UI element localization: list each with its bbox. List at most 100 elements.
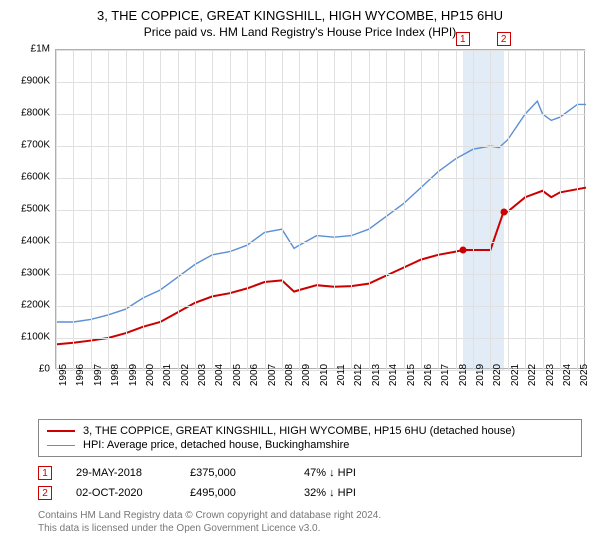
gridline-x (143, 50, 144, 370)
legend-swatch (47, 430, 75, 432)
gridline-x (91, 50, 92, 370)
row-delta: 47% ↓ HPI (304, 467, 394, 479)
gridline-x (421, 50, 422, 370)
xtick-label: 2005 (232, 364, 243, 386)
event-marker-box: 1 (456, 32, 470, 46)
plot-wrap: 12 £0 £100K £200K £300K £400K £500K £600K £700K… (10, 45, 590, 415)
gridline-x (160, 50, 161, 370)
gridline-y (56, 338, 586, 339)
xtick-label: 1999 (128, 364, 139, 386)
xtick-label: 2003 (197, 364, 208, 386)
gridline-x (351, 50, 352, 370)
gridline-x (525, 50, 526, 370)
ytick-label: £300K (21, 268, 50, 279)
gridline-y (56, 114, 586, 115)
xtick-label: 2023 (545, 364, 556, 386)
xtick-label: 1995 (58, 364, 69, 386)
xtick-label: 2017 (440, 364, 451, 386)
gridline-y (56, 50, 586, 51)
gridline-x (369, 50, 370, 370)
footer: Contains HM Land Registry data © Crown c… (38, 509, 582, 535)
gridline-x (317, 50, 318, 370)
footer-line-1: Contains HM Land Registry data © Crown c… (38, 509, 582, 522)
ytick-label: £900K (21, 76, 50, 87)
gridline-x (438, 50, 439, 370)
xtick-label: 2009 (301, 364, 312, 386)
xtick-label: 2019 (475, 364, 486, 386)
legend-label: 3, THE COPPICE, GREAT KINGSHILL, HIGH WY… (83, 425, 515, 437)
gridline-x (386, 50, 387, 370)
gridline-x (543, 50, 544, 370)
ytick-label: £1M (31, 44, 50, 55)
xtick-label: 2024 (562, 364, 573, 386)
chart-container: 3, THE COPPICE, GREAT KINGSHILL, HIGH WY… (0, 0, 600, 539)
gridline-x (195, 50, 196, 370)
row-marker: 2 (38, 486, 52, 500)
gridline-y (56, 178, 586, 179)
ytick-label: £100K (21, 332, 50, 343)
row-marker: 1 (38, 466, 52, 480)
plot-area: 12 (55, 49, 585, 369)
legend-row: HPI: Average price, detached house, Buck… (47, 438, 573, 452)
xtick-label: 2014 (388, 364, 399, 386)
gridline-x (56, 50, 57, 370)
gridline-x (334, 50, 335, 370)
xtick-label: 2002 (180, 364, 191, 386)
ytick-label: £400K (21, 236, 50, 247)
xtick-label: 2025 (579, 364, 590, 386)
gridline-x (178, 50, 179, 370)
xtick-label: 2006 (249, 364, 260, 386)
row-price: £495,000 (190, 487, 280, 499)
xtick-label: 2016 (423, 364, 434, 386)
gridline-x (404, 50, 405, 370)
event-dot (459, 247, 466, 254)
footer-line-2: This data is licensed under the Open Gov… (38, 522, 582, 535)
xtick-label: 2022 (527, 364, 538, 386)
gridline-x (456, 50, 457, 370)
gridline-x (577, 50, 578, 370)
gridline-x (473, 50, 474, 370)
xtick-label: 2020 (492, 364, 503, 386)
xtick-label: 2021 (510, 364, 521, 386)
ytick-label: £500K (21, 204, 50, 215)
row-date: 02-OCT-2020 (76, 487, 166, 499)
table-row: 2 02-OCT-2020 £495,000 32% ↓ HPI (38, 483, 582, 503)
gridline-x (508, 50, 509, 370)
gridline-y (56, 274, 586, 275)
gridline-x (265, 50, 266, 370)
gridline-x (108, 50, 109, 370)
row-date: 29-MAY-2018 (76, 467, 166, 479)
event-dot (500, 208, 507, 215)
ytick-label: £0 (39, 364, 50, 375)
gridline-x (212, 50, 213, 370)
event-marker-box: 2 (497, 32, 511, 46)
xtick-label: 2018 (458, 364, 469, 386)
gridline-x (230, 50, 231, 370)
gridline-x (282, 50, 283, 370)
ytick-label: £200K (21, 300, 50, 311)
row-delta: 32% ↓ HPI (304, 487, 394, 499)
xtick-label: 2013 (371, 364, 382, 386)
gridline-y (56, 82, 586, 83)
legend-row: 3, THE COPPICE, GREAT KINGSHILL, HIGH WY… (47, 424, 573, 438)
legend-label: HPI: Average price, detached house, Buck… (83, 439, 349, 451)
xtick-label: 2008 (284, 364, 295, 386)
gridline-x (247, 50, 248, 370)
table-row: 129-MAY-2018£375,00047% ↓ HPI (38, 463, 582, 483)
ytick-label: £700K (21, 140, 50, 151)
gridline-y (56, 242, 586, 243)
legend-swatch (47, 445, 75, 446)
gridline-x (73, 50, 74, 370)
gridline-y (56, 306, 586, 307)
xtick-label: 2007 (267, 364, 278, 386)
xtick-label: 1998 (110, 364, 121, 386)
xtick-label: 2010 (319, 364, 330, 386)
xtick-label: 2001 (162, 364, 173, 386)
xtick-label: 1997 (93, 364, 104, 386)
ytick-label: £600K (21, 172, 50, 183)
gridline-x (490, 50, 491, 370)
gridline-x (126, 50, 127, 370)
xtick-label: 2012 (353, 364, 364, 386)
xtick-label: 2015 (406, 364, 417, 386)
gridline-x (299, 50, 300, 370)
